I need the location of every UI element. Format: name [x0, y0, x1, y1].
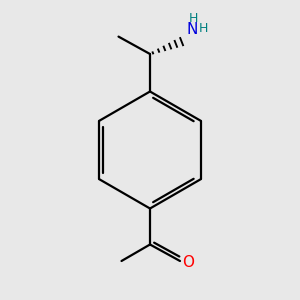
Text: N: N	[186, 22, 198, 38]
Text: H: H	[189, 12, 198, 25]
Text: O: O	[182, 255, 194, 270]
Text: H: H	[199, 22, 208, 35]
